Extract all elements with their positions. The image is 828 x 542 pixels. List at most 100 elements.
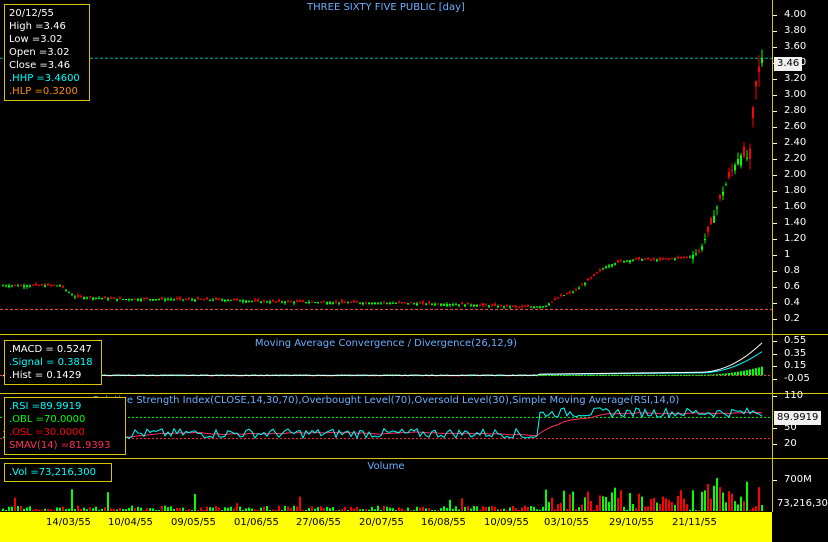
candle-body (320, 301, 322, 303)
volume-bar (182, 507, 184, 511)
macd-hist-bar (620, 374, 622, 376)
date-axis[interactable] (0, 512, 772, 542)
candle-body (641, 259, 643, 261)
volume-bar (521, 507, 523, 511)
volume-bar (494, 506, 496, 511)
info-hhp: .HHP =3.4600 (9, 73, 80, 84)
volume-bar (53, 510, 55, 511)
macd-hist-bar (542, 375, 544, 377)
volume-bar (263, 506, 265, 511)
date-axis-label: 09/05/55 (171, 517, 216, 528)
volume-bar (566, 508, 568, 511)
volume-bar (32, 510, 34, 511)
price-pane[interactable] (0, 0, 772, 334)
candle-body (146, 298, 148, 300)
price-axis-label-tick (772, 207, 777, 208)
candle-body (263, 300, 265, 302)
price-chart[interactable] (0, 0, 772, 334)
candle-body (581, 284, 583, 286)
candle-body (41, 284, 43, 286)
volume-bar (170, 506, 172, 511)
candle-body (143, 298, 145, 300)
candle-body (593, 274, 595, 276)
macd-chart[interactable] (0, 335, 772, 393)
volume-bar (452, 508, 454, 511)
candle-body (134, 298, 136, 300)
price-axis-label: 2.40 (784, 137, 807, 148)
price-axis-label-tick (772, 287, 777, 288)
macd-hist-bar (563, 375, 565, 377)
rsi-value: .RSI =89.9919 (9, 401, 82, 412)
candle-body (545, 305, 547, 307)
candle-body (380, 302, 382, 304)
candle-body (194, 299, 196, 302)
volume-bar (713, 485, 715, 511)
volume-bar (485, 507, 487, 511)
candle-body (236, 298, 238, 301)
candle-body (515, 305, 517, 307)
hist-value: .Hist = 0.1429 (9, 370, 82, 381)
volume-axis-label: 700M (784, 474, 812, 485)
candle-body (56, 285, 58, 287)
candle-body (443, 304, 445, 306)
volume-bar (125, 509, 127, 511)
macd-hist-bar (674, 374, 676, 376)
macd-hist-bar (599, 374, 601, 376)
price-axis-label: 3.20 (784, 73, 807, 84)
candle-body (257, 299, 259, 302)
last-price-label: 3.46 (774, 57, 803, 71)
volume-bar (275, 510, 277, 511)
volume-bar (668, 499, 670, 511)
candle-body (671, 258, 673, 260)
macd-hist-bar (584, 374, 586, 376)
volume-bar (503, 508, 505, 511)
volume-bar (26, 507, 28, 511)
candle-body (107, 298, 109, 300)
axis-corner (772, 512, 828, 542)
volume-chart[interactable] (0, 459, 772, 512)
candle-body (434, 303, 436, 306)
volume-bar (581, 504, 583, 511)
volume-bar (665, 498, 667, 511)
candle-body (314, 302, 316, 304)
volume-bar (734, 501, 736, 511)
macd-line (2, 342, 763, 377)
volume-bar (353, 508, 355, 511)
macd-hist-bar (635, 374, 637, 376)
candle-body (410, 302, 412, 304)
volume-bar (260, 507, 262, 511)
candle-body (347, 302, 349, 304)
price-axis-label-tick (772, 175, 777, 176)
candle-body (551, 301, 553, 303)
signal-value: .Signal = 0.3818 (9, 357, 93, 368)
price-axis-label-tick (772, 271, 777, 272)
candle-body (149, 299, 151, 300)
volume-bar (407, 507, 409, 511)
candle-body (170, 299, 172, 301)
candle-body (224, 299, 226, 302)
price-axis-label-tick (772, 95, 777, 96)
candle-body (476, 304, 478, 307)
candle-body (485, 304, 487, 306)
price-axis-label-tick (772, 127, 777, 128)
candle-body (734, 165, 736, 171)
volume-bar (527, 506, 529, 511)
volume-bar (449, 499, 451, 511)
info-open: Open =3.02 (9, 47, 70, 58)
volume-bar (431, 510, 433, 511)
volume-bar (377, 505, 379, 511)
rsi-chart[interactable] (0, 394, 772, 456)
candle-body (659, 258, 661, 260)
volume-bar (188, 509, 190, 511)
candle-body (611, 264, 613, 267)
volume-bar (587, 491, 589, 511)
candle-body (668, 258, 670, 260)
volume-bar (758, 487, 760, 511)
price-axis-label-tick (772, 223, 777, 224)
candle-body (365, 302, 367, 304)
candle-body (713, 215, 715, 223)
volume-bar (590, 501, 592, 511)
candle-body (698, 250, 700, 252)
candle-body (284, 301, 286, 304)
price-axis-label: 2.00 (784, 169, 807, 180)
